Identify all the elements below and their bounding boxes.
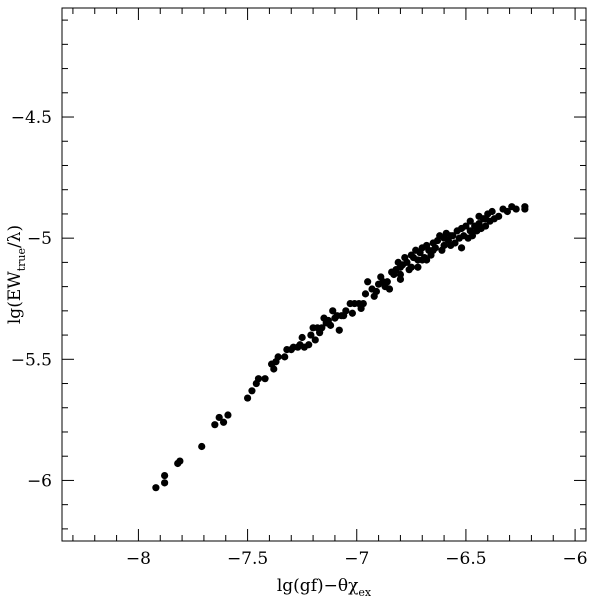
x-tick-label: −7.5 (227, 549, 268, 569)
data-point (468, 232, 477, 240)
data-point (512, 205, 520, 213)
data-point (457, 224, 466, 233)
data-point (176, 457, 184, 465)
y-tick-label: −6 (27, 471, 52, 491)
data-point (495, 212, 503, 220)
data-point (423, 256, 431, 264)
data-point (161, 471, 169, 480)
y-tick-label: −4.5 (11, 108, 52, 128)
data-point (329, 307, 337, 315)
data-point (211, 421, 219, 429)
data-point (447, 232, 455, 240)
data-point (337, 312, 346, 320)
data-point (481, 222, 490, 230)
data-point (270, 365, 278, 373)
data-point (364, 278, 372, 286)
data-point (466, 217, 474, 225)
data-point (248, 387, 256, 395)
data-point (372, 287, 380, 296)
data-point (403, 258, 411, 266)
data-point (219, 418, 228, 426)
data-point (254, 375, 263, 383)
x-axis-label-sub: ex (358, 586, 372, 599)
data-point (381, 283, 389, 291)
data-point (503, 207, 511, 216)
data-point (475, 212, 483, 220)
data-point (414, 263, 422, 271)
x-tick-label: −7 (344, 549, 369, 569)
data-point (224, 411, 232, 419)
y-axis-label-sub: true (15, 248, 28, 271)
data-point (161, 479, 169, 487)
x-tick-label: −6.5 (445, 549, 486, 569)
data-point (274, 353, 282, 361)
data-point (440, 234, 448, 242)
data-point (198, 442, 206, 451)
data-point (481, 215, 490, 223)
x-tick-label: −6 (563, 549, 588, 569)
data-point (243, 394, 252, 402)
data-point (440, 241, 448, 250)
data-point (335, 326, 343, 334)
data-point (451, 239, 459, 247)
data-point (305, 341, 313, 349)
data-point (298, 333, 306, 342)
data-point (313, 324, 322, 332)
data-points (152, 203, 529, 492)
y-tick-label: −5 (27, 229, 52, 249)
data-point (361, 290, 370, 298)
axis-ticks (62, 8, 586, 541)
y-axis-label-prefix: lg(EW (5, 271, 25, 324)
data-point (311, 336, 319, 344)
data-point (342, 307, 350, 315)
x-axis-label-main: lg(gf)−θχ (277, 576, 359, 596)
data-point (521, 205, 529, 213)
data-point (261, 375, 269, 383)
y-tick-label: −5.5 (11, 350, 52, 370)
data-point (307, 331, 315, 339)
data-point (215, 413, 223, 422)
tick-labels: −8 −7.5 −7 −6.5 −6 −6 −5.5 −5 −4.5 (11, 108, 588, 569)
data-point (348, 309, 356, 317)
x-tick-label: −8 (126, 549, 151, 569)
data-point (281, 353, 289, 361)
y-axis-label-suffix: /λ) (5, 225, 25, 248)
y-axis-label: lg(EWtrue/λ) (5, 225, 28, 324)
data-point (407, 263, 415, 271)
data-point (357, 304, 365, 313)
x-axis-label: lg(gf)−θχex (277, 576, 372, 599)
data-point (322, 319, 330, 327)
data-point (152, 484, 160, 492)
plot-frame (61, 7, 587, 542)
data-point (488, 207, 496, 216)
data-point (396, 275, 405, 283)
data-point (457, 244, 466, 252)
data-point (429, 246, 437, 254)
